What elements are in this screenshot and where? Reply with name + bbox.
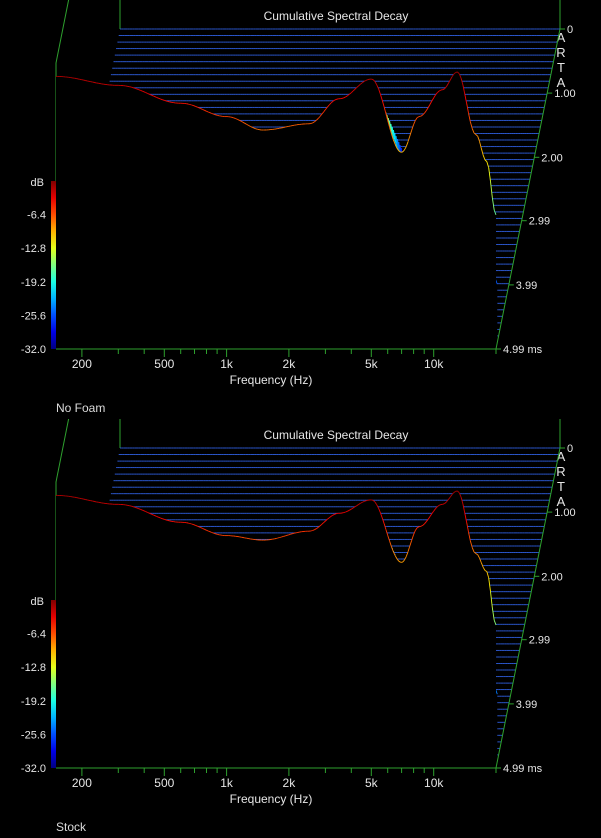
x-axis-label: Frequency (Hz) xyxy=(230,373,313,387)
time-tick-label: 1.00 xyxy=(554,507,575,519)
x-tick-label: 5k xyxy=(365,776,379,790)
colorbar-label: dB xyxy=(31,596,44,608)
decay-slices xyxy=(56,29,560,349)
x-tick-label: 1k xyxy=(220,357,234,371)
x-tick-label: 2k xyxy=(283,776,297,790)
time-tick-label: 3.99 xyxy=(516,280,537,292)
x-tick-label: 5k xyxy=(365,357,379,371)
time-axis-line xyxy=(496,448,560,768)
x-tick-label: 1k xyxy=(220,776,234,790)
x-tick-label: 200 xyxy=(72,776,92,790)
x-tick-label: 10k xyxy=(424,357,444,371)
chart-caption-stock: Stock xyxy=(56,820,86,834)
colorbar-tick-label: -19.2 xyxy=(21,277,46,289)
time-tick-label: 3.99 xyxy=(516,699,537,711)
time-tick-label: 1.00 xyxy=(554,88,575,100)
time-tick-label: 2.99 xyxy=(529,635,550,647)
brand-letter: R xyxy=(556,464,565,479)
x-tick-label: 200 xyxy=(72,357,92,371)
x-axis: 200 500 1k 2k 5k 10k Frequency (Hz) xyxy=(56,349,496,387)
x-axis: 200 500 1k 2k 5k 10k Frequency (Hz) xyxy=(56,768,496,806)
colorbar-tick-label: -32.0 xyxy=(21,763,46,775)
colorbar-tick-label: -32.0 xyxy=(21,344,46,356)
time-tick-label: 0 xyxy=(567,24,573,36)
colorbar-tick-label: -19.2 xyxy=(21,696,46,708)
colorbar-tick-label: -12.8 xyxy=(21,662,46,674)
x-tick-label: 2k xyxy=(283,357,297,371)
x-tick-label: 10k xyxy=(424,776,444,790)
brand-letter: T xyxy=(557,479,565,494)
time-tick-label: 4.99 ms xyxy=(503,763,543,775)
time-tick-label: 0 xyxy=(567,443,573,455)
colorbar: dB -6.4 -12.8 -19.2 -25.6 -32.0 xyxy=(21,177,56,356)
time-tick-label: 2.00 xyxy=(541,152,562,164)
x-axis-label: Frequency (Hz) xyxy=(230,792,313,806)
colorbar-gradient xyxy=(51,181,56,349)
colorbar-tick-label: -25.6 xyxy=(21,729,46,741)
x-tick-label: 500 xyxy=(154,357,174,371)
time-tick-label: 2.00 xyxy=(541,571,562,583)
x-tick-label: 500 xyxy=(154,776,174,790)
chart-title: Cumulative Spectral Decay xyxy=(264,9,409,23)
csd-plot-no-foam: Cumulative Spectral DecayARTAdB-6.4-12.8… xyxy=(0,0,601,419)
colorbar: dB -6.4 -12.8 -19.2 -25.6 -32.0 xyxy=(21,596,56,775)
colorbar-tick-label: -6.4 xyxy=(27,210,46,222)
chart-title: Cumulative Spectral Decay xyxy=(264,428,409,442)
colorbar-label: dB xyxy=(31,177,44,189)
brand-letter: T xyxy=(557,60,565,75)
time-axis-line xyxy=(496,29,560,349)
colorbar-tick-label: -6.4 xyxy=(27,629,46,641)
time-tick-label: 4.99 ms xyxy=(503,344,543,356)
time-tick-label: 2.99 xyxy=(529,216,550,228)
csd-plot-stock: Cumulative Spectral DecayARTAdB-6.4-12.8… xyxy=(0,419,601,838)
colorbar-tick-label: -12.8 xyxy=(21,243,46,255)
chart-caption-no-foam: No Foam xyxy=(56,401,105,415)
colorbar-tick-label: -25.6 xyxy=(21,310,46,322)
decay-slices xyxy=(56,448,560,768)
colorbar-gradient xyxy=(51,600,56,768)
brand-letter: R xyxy=(556,45,565,60)
